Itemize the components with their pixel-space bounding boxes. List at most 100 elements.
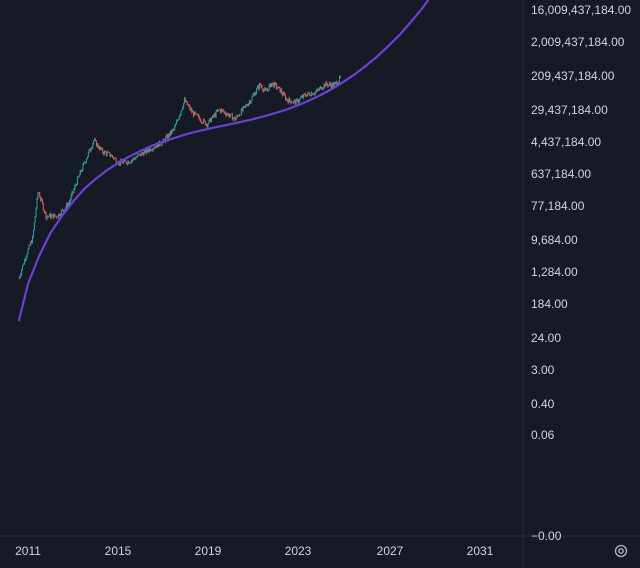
candle-up	[135, 157, 137, 160]
candle-down	[275, 82, 276, 85]
candle-up	[229, 115, 231, 117]
candle-down	[224, 111, 226, 114]
candle-down	[140, 153, 141, 156]
x-tick-label: 2011	[15, 544, 41, 558]
candle-up	[91, 147, 93, 149]
candle-up	[149, 148, 150, 152]
candle-up	[174, 126, 176, 130]
candle-up	[277, 86, 279, 89]
candle-up	[99, 147, 101, 150]
candle-up	[69, 199, 71, 202]
candle-down	[157, 143, 159, 148]
candle-down	[18, 278, 20, 279]
candle-up	[230, 113, 231, 116]
y-tick-label: 9,684.00	[531, 233, 578, 247]
candle-down	[52, 214, 54, 219]
candle-down	[339, 76, 341, 78]
candle-up	[291, 102, 293, 104]
candle-up	[57, 217, 59, 219]
candle-down	[188, 105, 190, 107]
candle-down	[193, 111, 195, 116]
candle-up	[298, 101, 300, 103]
y-tick-label: 0.40	[531, 397, 555, 411]
candle-down	[62, 209, 64, 211]
candle-up	[288, 98, 290, 103]
candle-up	[299, 98, 301, 102]
candle-up	[35, 208, 37, 217]
candle-up	[243, 106, 245, 107]
candle-up	[179, 114, 181, 117]
candle-down	[198, 115, 200, 119]
candle-up	[75, 185, 77, 186]
candle-up	[221, 109, 222, 113]
time-axis[interactable]: 2011 2015 2019 2023 2027 2031	[15, 544, 494, 558]
candle-up	[77, 176, 79, 178]
candle-down	[50, 214, 51, 218]
candle-up	[301, 96, 303, 98]
candle-down	[246, 105, 248, 106]
candle-up	[240, 109, 242, 116]
candle-down	[286, 98, 288, 101]
candle-up	[122, 161, 124, 164]
candle-up	[167, 134, 169, 139]
candle-down	[234, 117, 236, 121]
x-tick-label: 2015	[105, 544, 132, 558]
power-law-line	[17, 0, 430, 322]
candle-up	[26, 253, 28, 257]
candle-down	[212, 115, 214, 117]
candle-down	[247, 105, 249, 107]
candle-up	[269, 83, 271, 86]
candle-up	[81, 170, 83, 172]
plot-area[interactable]	[0, 0, 523, 536]
settings-gear-icon[interactable]	[610, 540, 632, 562]
candle-down	[59, 214, 60, 216]
candle-up	[34, 216, 36, 223]
candle-up	[283, 93, 285, 96]
candle-down	[103, 152, 105, 155]
candle-down	[168, 134, 170, 136]
candle-down	[262, 89, 264, 92]
candle-up	[263, 89, 265, 92]
candle-down	[67, 203, 69, 207]
candle-up	[161, 141, 163, 145]
candle-down	[214, 114, 216, 117]
candle-down	[124, 159, 126, 162]
candle-down	[55, 216, 57, 217]
candle-up	[137, 154, 139, 157]
candle-up	[285, 98, 287, 100]
candle-up	[312, 94, 314, 95]
candle-down	[237, 115, 239, 117]
candle-up	[255, 92, 257, 96]
price-axis[interactable]: 16,009,437,184.00 2,009,437,184.00 209,437…	[531, 3, 631, 543]
candle-down	[104, 151, 106, 153]
candle-down	[125, 161, 127, 164]
candle-down	[228, 113, 230, 117]
candle-up	[268, 85, 270, 91]
candle-up	[28, 245, 30, 250]
candle-up	[248, 101, 250, 104]
candle-up	[295, 99, 297, 105]
candle-up	[131, 160, 132, 163]
candle-up	[51, 214, 53, 216]
candle-down	[259, 83, 261, 86]
candle-down	[41, 199, 43, 204]
y-tick-label: 29,437,184.00	[531, 103, 608, 117]
candle-down	[203, 119, 205, 121]
candle-down	[297, 99, 299, 103]
candle-down	[89, 149, 91, 151]
candle-up	[90, 148, 92, 151]
candle-down	[155, 146, 157, 148]
candle-up	[338, 81, 339, 84]
candle-up	[37, 192, 39, 199]
candle-down	[147, 148, 149, 151]
candle-down	[113, 156, 114, 159]
candle-up	[302, 94, 304, 98]
candle-up	[68, 201, 70, 204]
candle-down	[225, 113, 227, 116]
candle-down	[63, 210, 65, 212]
candle-up	[177, 119, 179, 121]
candle-down	[95, 140, 97, 147]
candle-up	[60, 210, 62, 216]
candle-up	[235, 118, 237, 121]
